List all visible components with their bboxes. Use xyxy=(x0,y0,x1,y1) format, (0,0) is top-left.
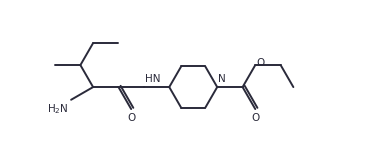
Text: HN: HN xyxy=(145,74,160,84)
Text: N: N xyxy=(218,74,226,84)
Text: H$_2$N: H$_2$N xyxy=(47,103,69,116)
Text: O: O xyxy=(251,113,259,123)
Text: O: O xyxy=(257,58,265,68)
Text: O: O xyxy=(128,113,136,123)
